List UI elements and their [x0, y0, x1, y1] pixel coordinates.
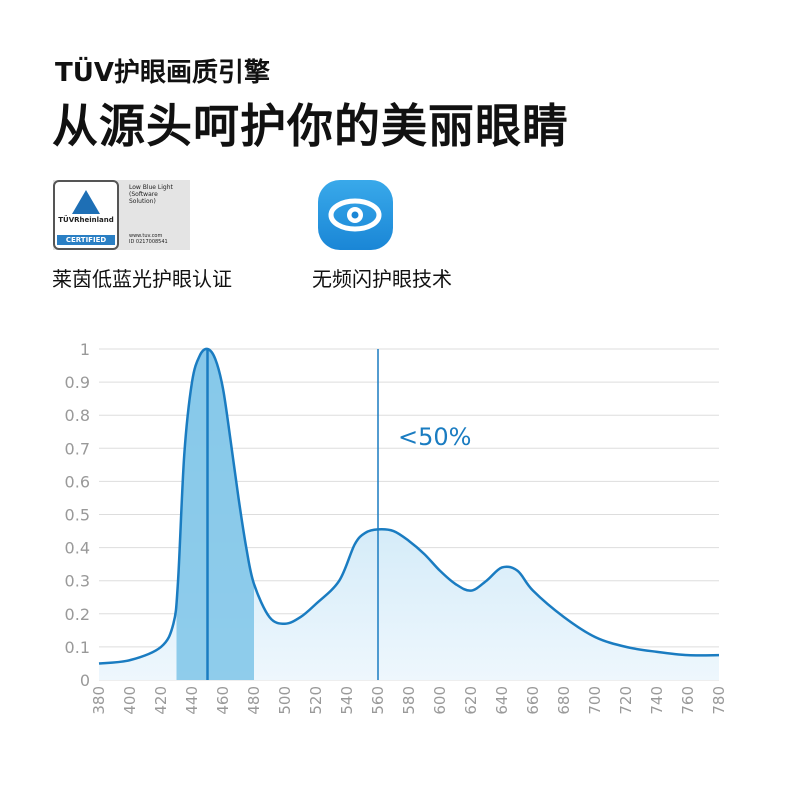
y-tick-label: 0.5	[65, 506, 90, 525]
x-tick-label: 780	[710, 686, 728, 715]
y-tick-label: 0.2	[65, 605, 90, 624]
x-tick-label: 720	[617, 686, 635, 715]
x-tick-label: 760	[679, 686, 697, 715]
y-tick-label: 0.7	[65, 439, 90, 458]
eye-icon	[318, 180, 393, 250]
x-tick-label: 500	[276, 686, 294, 715]
x-tick-label: 580	[400, 686, 418, 715]
spectrum-line	[98, 347, 720, 665]
x-tick-label: 640	[493, 686, 511, 715]
x-tick-label: 540	[338, 686, 356, 715]
x-tick-label: 380	[90, 686, 108, 715]
x-tick-label: 560	[369, 686, 387, 715]
cert-label: 莱茵低蓝光护眼认证	[52, 267, 232, 291]
annotation-label: <50%	[398, 423, 471, 451]
x-tick-label: 740	[648, 686, 666, 715]
blue-light-band	[176, 348, 254, 680]
x-tick-label: 480	[245, 686, 263, 715]
subtitle: TÜV护眼画质引擎	[55, 58, 270, 88]
y-tick-label: 0.8	[65, 406, 90, 425]
x-tick-label: 600	[431, 686, 449, 715]
page-title: 从源头呵护你的美丽眼睛	[52, 99, 569, 153]
y-tick-label: 0.3	[65, 572, 90, 591]
x-tick-label: 400	[121, 686, 139, 715]
tuv-badge: TÜVRheinland CERTIFIED Low Blue Light (S…	[53, 180, 190, 250]
x-tick-label: 660	[524, 686, 542, 715]
x-tick-label: 440	[183, 686, 201, 715]
y-tick-label: 0.6	[65, 472, 90, 491]
y-tick-label: 0.4	[65, 539, 90, 558]
y-tick-label: 1	[80, 340, 90, 359]
x-tick-label: 420	[152, 686, 170, 715]
x-tick-label: 680	[555, 686, 573, 715]
y-tick-label: 0.9	[65, 373, 90, 392]
tuv-logo: TÜVRheinland CERTIFIED	[53, 180, 119, 250]
cert-label: 无频闪护眼技术	[312, 267, 452, 291]
x-tick-label: 460	[214, 686, 232, 715]
y-tick-label: 0	[80, 671, 90, 690]
x-tick-label: 620	[462, 686, 480, 715]
y-tick-label: 0.1	[65, 638, 90, 657]
x-tick-label: 700	[586, 686, 604, 715]
x-tick-label: 520	[307, 686, 325, 715]
